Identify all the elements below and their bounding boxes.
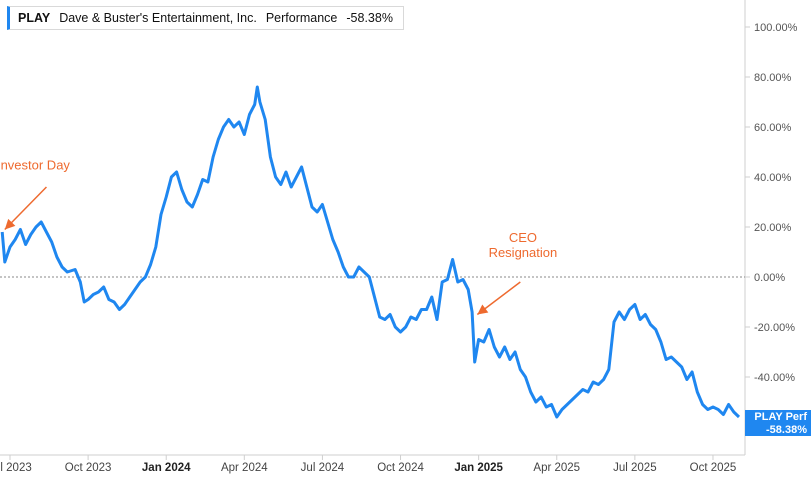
annotation-label: CEO: [509, 230, 537, 245]
play-performance-line: [0, 85, 741, 419]
x-tick-label: Jul 2024: [301, 462, 345, 474]
x-tick-label: Oct 2024: [377, 462, 424, 474]
y-tick-label: -40.00%: [754, 372, 795, 384]
annotation-arrowhead: [4, 218, 16, 230]
annotation-label: Investor Day: [0, 158, 70, 173]
last-value-tag-value: -58.38%: [766, 423, 807, 436]
last-value-tag: PLAY Perf -58.38%: [745, 410, 811, 436]
x-tick-label: Apr 2025: [533, 462, 580, 474]
x-tick-label: Jan 2024: [142, 462, 191, 474]
x-axis-ticks: Jul 2023 Oct 2023 Jan 2024 Apr 2024 Jul 2024…: [0, 455, 736, 474]
x-tick-label: Oct 2025: [690, 462, 737, 474]
annotation-arrowhead: [477, 304, 489, 315]
y-tick-label: 60.00%: [754, 122, 792, 134]
annotation-label: Resignation: [489, 245, 558, 260]
legend-company: Dave & Buster's Entertainment, Inc.: [59, 11, 257, 25]
x-tick-label: Jul 2023: [0, 462, 32, 474]
y-tick-label: -20.00%: [754, 322, 795, 334]
legend-box: PLAY Dave & Buster's Entertainment, Inc.…: [7, 6, 404, 30]
last-value-tag-label: PLAY Perf: [754, 411, 807, 423]
y-tick-label: 0.00%: [754, 272, 785, 284]
y-tick-label: 40.00%: [754, 172, 792, 184]
y-tick-label: 80.00%: [754, 72, 792, 84]
y-axis-ticks: 100.00% 80.00% 60.00% 40.00% 20.00% 0.00% -20.…: [745, 22, 798, 384]
x-tick-label: Jan 2025: [454, 462, 503, 474]
y-tick-label: 20.00%: [754, 222, 792, 234]
legend-metric: Performance: [265, 11, 338, 25]
x-tick-label: Jul 2025: [613, 462, 656, 474]
legend-symbol: PLAY: [18, 11, 51, 25]
y-tick-label: 100.00%: [754, 22, 798, 34]
x-tick-label: Oct 2023: [65, 462, 112, 474]
x-tick-label: Apr 2024: [221, 462, 268, 474]
legend-value: -58.38%: [346, 11, 393, 25]
